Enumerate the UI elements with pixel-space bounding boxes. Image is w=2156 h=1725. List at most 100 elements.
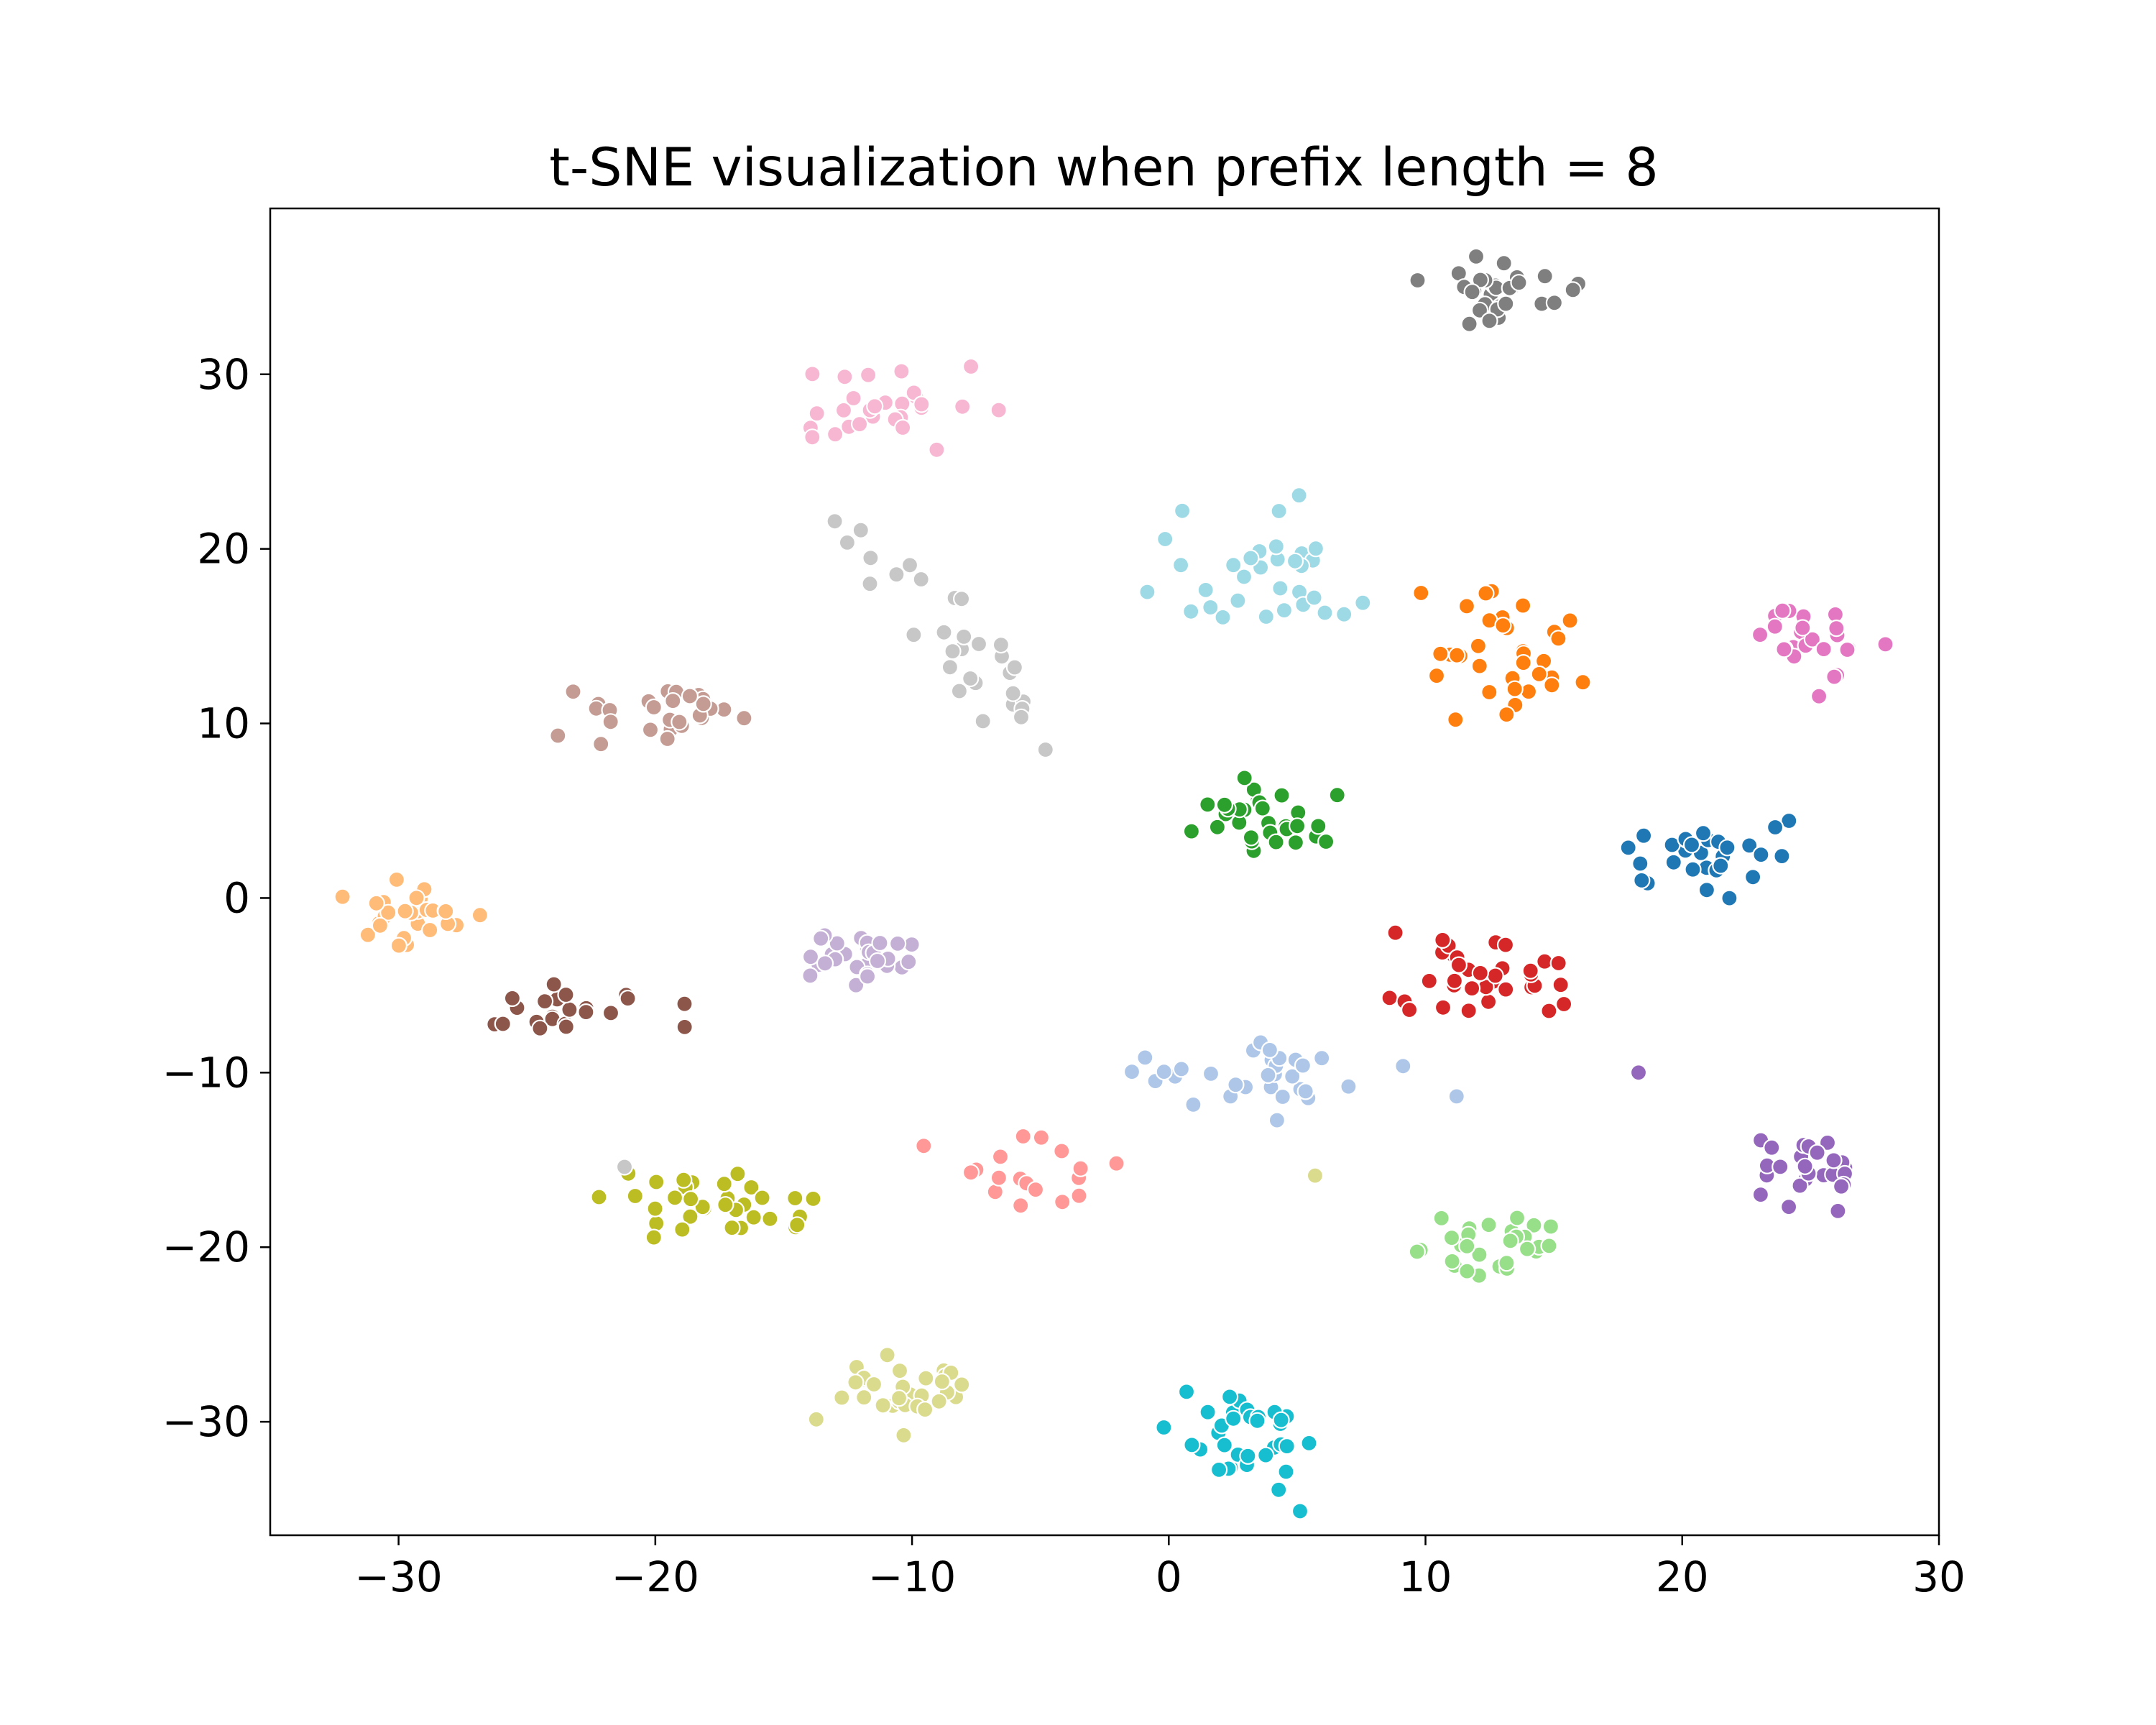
data-point (1828, 619, 1846, 638)
data-point (1220, 1388, 1239, 1406)
data-point (1543, 676, 1561, 694)
data-point (1012, 1197, 1030, 1215)
data-point (1268, 1111, 1286, 1129)
data-point (602, 713, 619, 731)
data-point (1291, 1502, 1309, 1520)
data-point (1825, 1151, 1843, 1169)
data-point (1005, 658, 1024, 676)
data-point (1309, 817, 1327, 835)
data-point (855, 1389, 873, 1407)
data-point (1521, 962, 1539, 980)
data-point (1272, 1411, 1290, 1429)
data-point (1199, 1403, 1217, 1421)
data-point (991, 1148, 1010, 1166)
data-point (1751, 625, 1769, 644)
data-point (1549, 630, 1567, 648)
data-point (1574, 673, 1592, 691)
data-point (1447, 1087, 1465, 1105)
data-point (1684, 860, 1702, 878)
x-tick-label: −10 (868, 1552, 956, 1601)
data-point (371, 916, 390, 934)
data-point (645, 1228, 663, 1246)
x-tick-label: 30 (1912, 1552, 1966, 1601)
data-point (1182, 822, 1201, 840)
data-point (590, 1188, 608, 1206)
data-point (1458, 1262, 1476, 1280)
cluster-purple (1751, 1131, 1854, 1220)
data-point (673, 1220, 691, 1238)
data-point (1409, 271, 1427, 290)
data-point (1307, 540, 1325, 558)
data-point (804, 1190, 822, 1208)
data-point (1498, 1254, 1516, 1272)
chart-title: t-SNE visualization when prefix length =… (549, 137, 1659, 198)
data-point (1712, 857, 1730, 875)
data-point (1469, 637, 1487, 655)
data-point (1394, 1057, 1412, 1075)
y-tick-label: 10 (197, 699, 250, 748)
data-point (1480, 1215, 1498, 1234)
data-point (847, 976, 865, 994)
data-point (1825, 668, 1843, 686)
data-point (1775, 640, 1793, 658)
data-point (1766, 617, 1784, 635)
data-point (694, 1198, 711, 1216)
data-point (676, 1018, 694, 1036)
data-point (1540, 1237, 1558, 1255)
data-point (1458, 1237, 1476, 1256)
data-point (665, 1189, 684, 1207)
cluster-cyan (1155, 1383, 1318, 1520)
data-point (935, 623, 953, 641)
data-point (1155, 1418, 1173, 1437)
data-point (1316, 604, 1334, 622)
data-point (1470, 657, 1488, 675)
data-point (1498, 705, 1516, 724)
cluster-blue (1619, 811, 1798, 907)
data-point (1229, 592, 1247, 610)
data-point (786, 1189, 804, 1208)
data-point (955, 627, 973, 646)
data-point (681, 1208, 699, 1225)
data-point (1070, 1187, 1088, 1205)
data-point (1442, 1228, 1461, 1247)
data-point (494, 1015, 512, 1033)
y-tick-label: −20 (162, 1223, 250, 1271)
data-point (850, 415, 869, 433)
data-point (1155, 1062, 1173, 1081)
data-point (1561, 612, 1579, 630)
data-point (862, 549, 880, 567)
data-point (1829, 1202, 1847, 1220)
data-point (944, 642, 962, 661)
data-point (1300, 1434, 1318, 1453)
data-point (753, 1189, 771, 1207)
data-point (1138, 583, 1156, 601)
data-point (1427, 666, 1446, 685)
data-point (992, 635, 1010, 654)
data-point (807, 1410, 825, 1428)
cluster-salmon (915, 1127, 1125, 1215)
data-point (1171, 556, 1190, 574)
data-point (694, 695, 712, 713)
data-point (437, 902, 455, 921)
data-point (933, 1373, 951, 1391)
data-point (1555, 995, 1573, 1013)
data-point (1177, 1383, 1196, 1401)
data-point (676, 995, 694, 1013)
data-point (895, 1426, 913, 1445)
data-point (333, 888, 351, 906)
data-point (1199, 796, 1217, 814)
cluster-magenta (1751, 602, 1894, 705)
data-point (1270, 1481, 1288, 1499)
data-point (1012, 708, 1031, 726)
data-point (1467, 247, 1485, 265)
data-point (1182, 602, 1200, 620)
y-axis-ticks: −30 −20 −10 0 10 20 30 (162, 350, 270, 1446)
data-point (1225, 556, 1243, 574)
data-point (844, 389, 862, 408)
data-point (1536, 267, 1554, 285)
data-point (1495, 254, 1513, 272)
data-point (1172, 1060, 1191, 1078)
data-point (953, 1376, 971, 1394)
